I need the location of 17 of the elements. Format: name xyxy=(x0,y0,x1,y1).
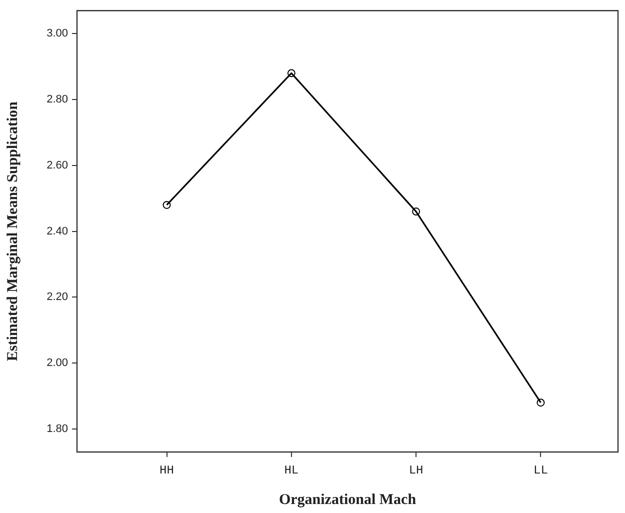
y-tick-label: 2.40 xyxy=(46,225,68,238)
point xyxy=(162,200,171,209)
y-tick-label: 2.20 xyxy=(46,291,68,304)
x-axis-title: Organizational Mach xyxy=(278,492,417,508)
y-tick-label: 3.00 xyxy=(46,28,68,40)
y-tick-label: 2.80 xyxy=(46,94,68,106)
x-tick-label: LL xyxy=(534,463,548,478)
x-tick-label: HL xyxy=(284,463,299,478)
point xyxy=(287,69,296,78)
x-tick-label: HH xyxy=(160,463,174,478)
point xyxy=(536,398,545,407)
y-tick-label: 2.00 xyxy=(46,357,68,370)
y-tick-label: 2.60 xyxy=(46,159,68,172)
y-axis-title: Estimated Marginal Means Supplication xyxy=(4,100,21,362)
point xyxy=(412,208,420,216)
x-tick-label: LH xyxy=(408,463,424,478)
y-tick-label: 1.80 xyxy=(46,422,68,435)
